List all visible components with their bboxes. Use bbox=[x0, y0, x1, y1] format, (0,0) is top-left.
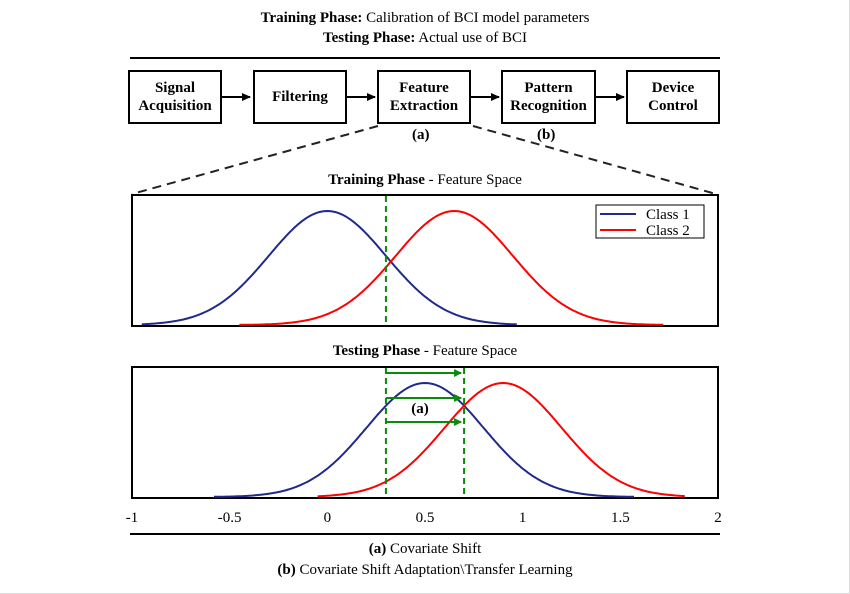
training-plot bbox=[141, 196, 664, 326]
footer-adaptation: (b) Covariate Shift Adaptation\Transfer … bbox=[277, 562, 573, 578]
testing-phase-title: Testing Phase - Feature Space bbox=[332, 343, 518, 359]
legend-box bbox=[595, 204, 705, 239]
x-tick-label: 2 bbox=[714, 510, 722, 526]
signal-acquisition-box: Signal Acquisition bbox=[128, 70, 222, 124]
label-b: (b) bbox=[537, 127, 556, 143]
header-training-line: Training Phase: Calibration of BCI model… bbox=[260, 10, 590, 26]
class-2-curve bbox=[239, 209, 664, 326]
x-tick-label: 1 bbox=[519, 510, 527, 526]
feature-extraction-line2: Extraction bbox=[389, 98, 459, 114]
legend-class2-label: Class 2 bbox=[646, 223, 690, 239]
x-tick-label: 0 bbox=[324, 510, 332, 526]
zoom-line-right bbox=[472, 125, 717, 195]
pattern-recognition-line1: Pattern bbox=[524, 80, 573, 96]
legend-class1-label: Class 1 bbox=[646, 207, 690, 223]
x-tick-label: 0.5 bbox=[416, 510, 435, 526]
label-a: (a) bbox=[412, 127, 430, 143]
device-control-line1: Device bbox=[651, 80, 695, 96]
feature-extraction-box: Feature Extraction bbox=[377, 70, 471, 124]
signal-acquisition-line1: Signal bbox=[154, 80, 195, 96]
training-plot-frame bbox=[131, 194, 719, 327]
testing-plot-frame bbox=[131, 366, 719, 499]
filtering-label: Filtering bbox=[272, 89, 328, 105]
zoom-line-left bbox=[131, 125, 379, 195]
pattern-recognition-box: Pattern Recognition bbox=[501, 70, 596, 124]
feature-extraction-line1: Feature bbox=[399, 80, 449, 96]
training-phase-title: Training Phase - Feature Space bbox=[328, 172, 522, 188]
signal-acquisition-line2: Acquisition bbox=[138, 98, 212, 114]
testing-plot bbox=[214, 368, 685, 498]
x-axis-ticks: -1 -0.5 0 0.5 1 1.5 2 bbox=[126, 510, 722, 526]
header-testing-line: Testing Phase: Actual use of BCI bbox=[322, 30, 528, 46]
device-control-box: Device Control bbox=[626, 70, 720, 124]
x-tick-label: -1 bbox=[126, 510, 139, 526]
shift-label: (a) bbox=[411, 401, 429, 417]
class-1-shifted-curve bbox=[214, 381, 634, 498]
pattern-recognition-line2: Recognition bbox=[510, 98, 587, 114]
training-legend: Class 1 Class 2 bbox=[595, 204, 705, 239]
x-tick-label: -0.5 bbox=[218, 510, 242, 526]
class-1-curve bbox=[141, 209, 517, 326]
class-2-shifted-curve bbox=[317, 381, 685, 498]
x-tick-label: 1.5 bbox=[611, 510, 630, 526]
filtering-box: Filtering bbox=[253, 70, 347, 124]
footer-covariate-shift: (a) Covariate Shift bbox=[368, 541, 482, 557]
device-control-line2: Control bbox=[648, 98, 698, 114]
